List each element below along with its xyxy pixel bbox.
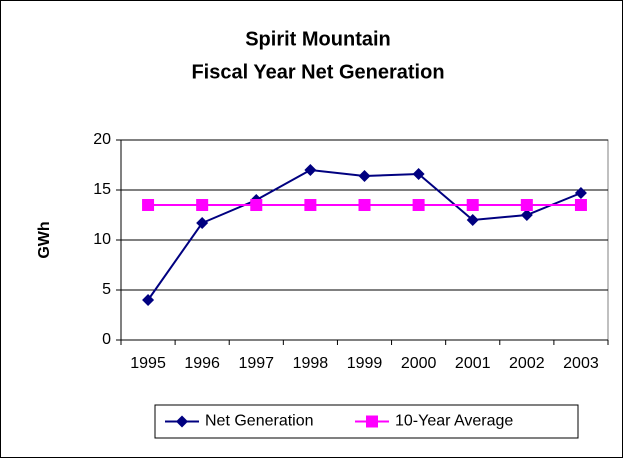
data-point <box>142 294 155 306</box>
data-point <box>250 199 263 211</box>
data-point <box>412 168 425 180</box>
y-tick-label: 0 <box>102 331 111 348</box>
data-point <box>196 199 209 211</box>
x-tick-label: 1997 <box>238 355 274 372</box>
data-point <box>196 217 209 229</box>
data-point <box>466 199 479 211</box>
y-tick-label: 10 <box>93 231 111 248</box>
y-tick-label: 20 <box>93 131 111 148</box>
data-point <box>520 199 533 211</box>
legend-label: Net Generation <box>205 413 314 430</box>
data-point <box>466 214 479 226</box>
x-tick-label: 2001 <box>455 355 491 372</box>
x-tick-label: 2003 <box>563 355 599 372</box>
y-tick-label: 5 <box>102 281 111 298</box>
x-tick-label: 1995 <box>130 355 166 372</box>
data-point <box>304 164 317 176</box>
data-point <box>358 170 371 182</box>
x-tick-label: 2002 <box>509 355 545 372</box>
x-tick-label: 1998 <box>293 355 329 372</box>
y-tick-label: 15 <box>93 181 111 198</box>
data-point <box>574 199 587 211</box>
data-point <box>412 199 425 211</box>
legend-label: 10-Year Average <box>395 413 513 430</box>
chart-title: Fiscal Year Net Generation <box>191 61 444 83</box>
legend-marker <box>366 415 378 428</box>
x-tick-label: 2000 <box>401 355 437 372</box>
data-point <box>574 187 587 199</box>
data-point <box>358 199 371 211</box>
x-tick-label: 1999 <box>347 355 383 372</box>
x-tick-label: 1996 <box>184 355 220 372</box>
data-point <box>142 199 155 211</box>
legend-marker <box>176 415 188 428</box>
y-axis-label: GWh <box>36 221 53 258</box>
data-point <box>520 209 533 221</box>
data-point <box>304 199 317 211</box>
chart-title: Spirit Mountain <box>245 28 391 50</box>
